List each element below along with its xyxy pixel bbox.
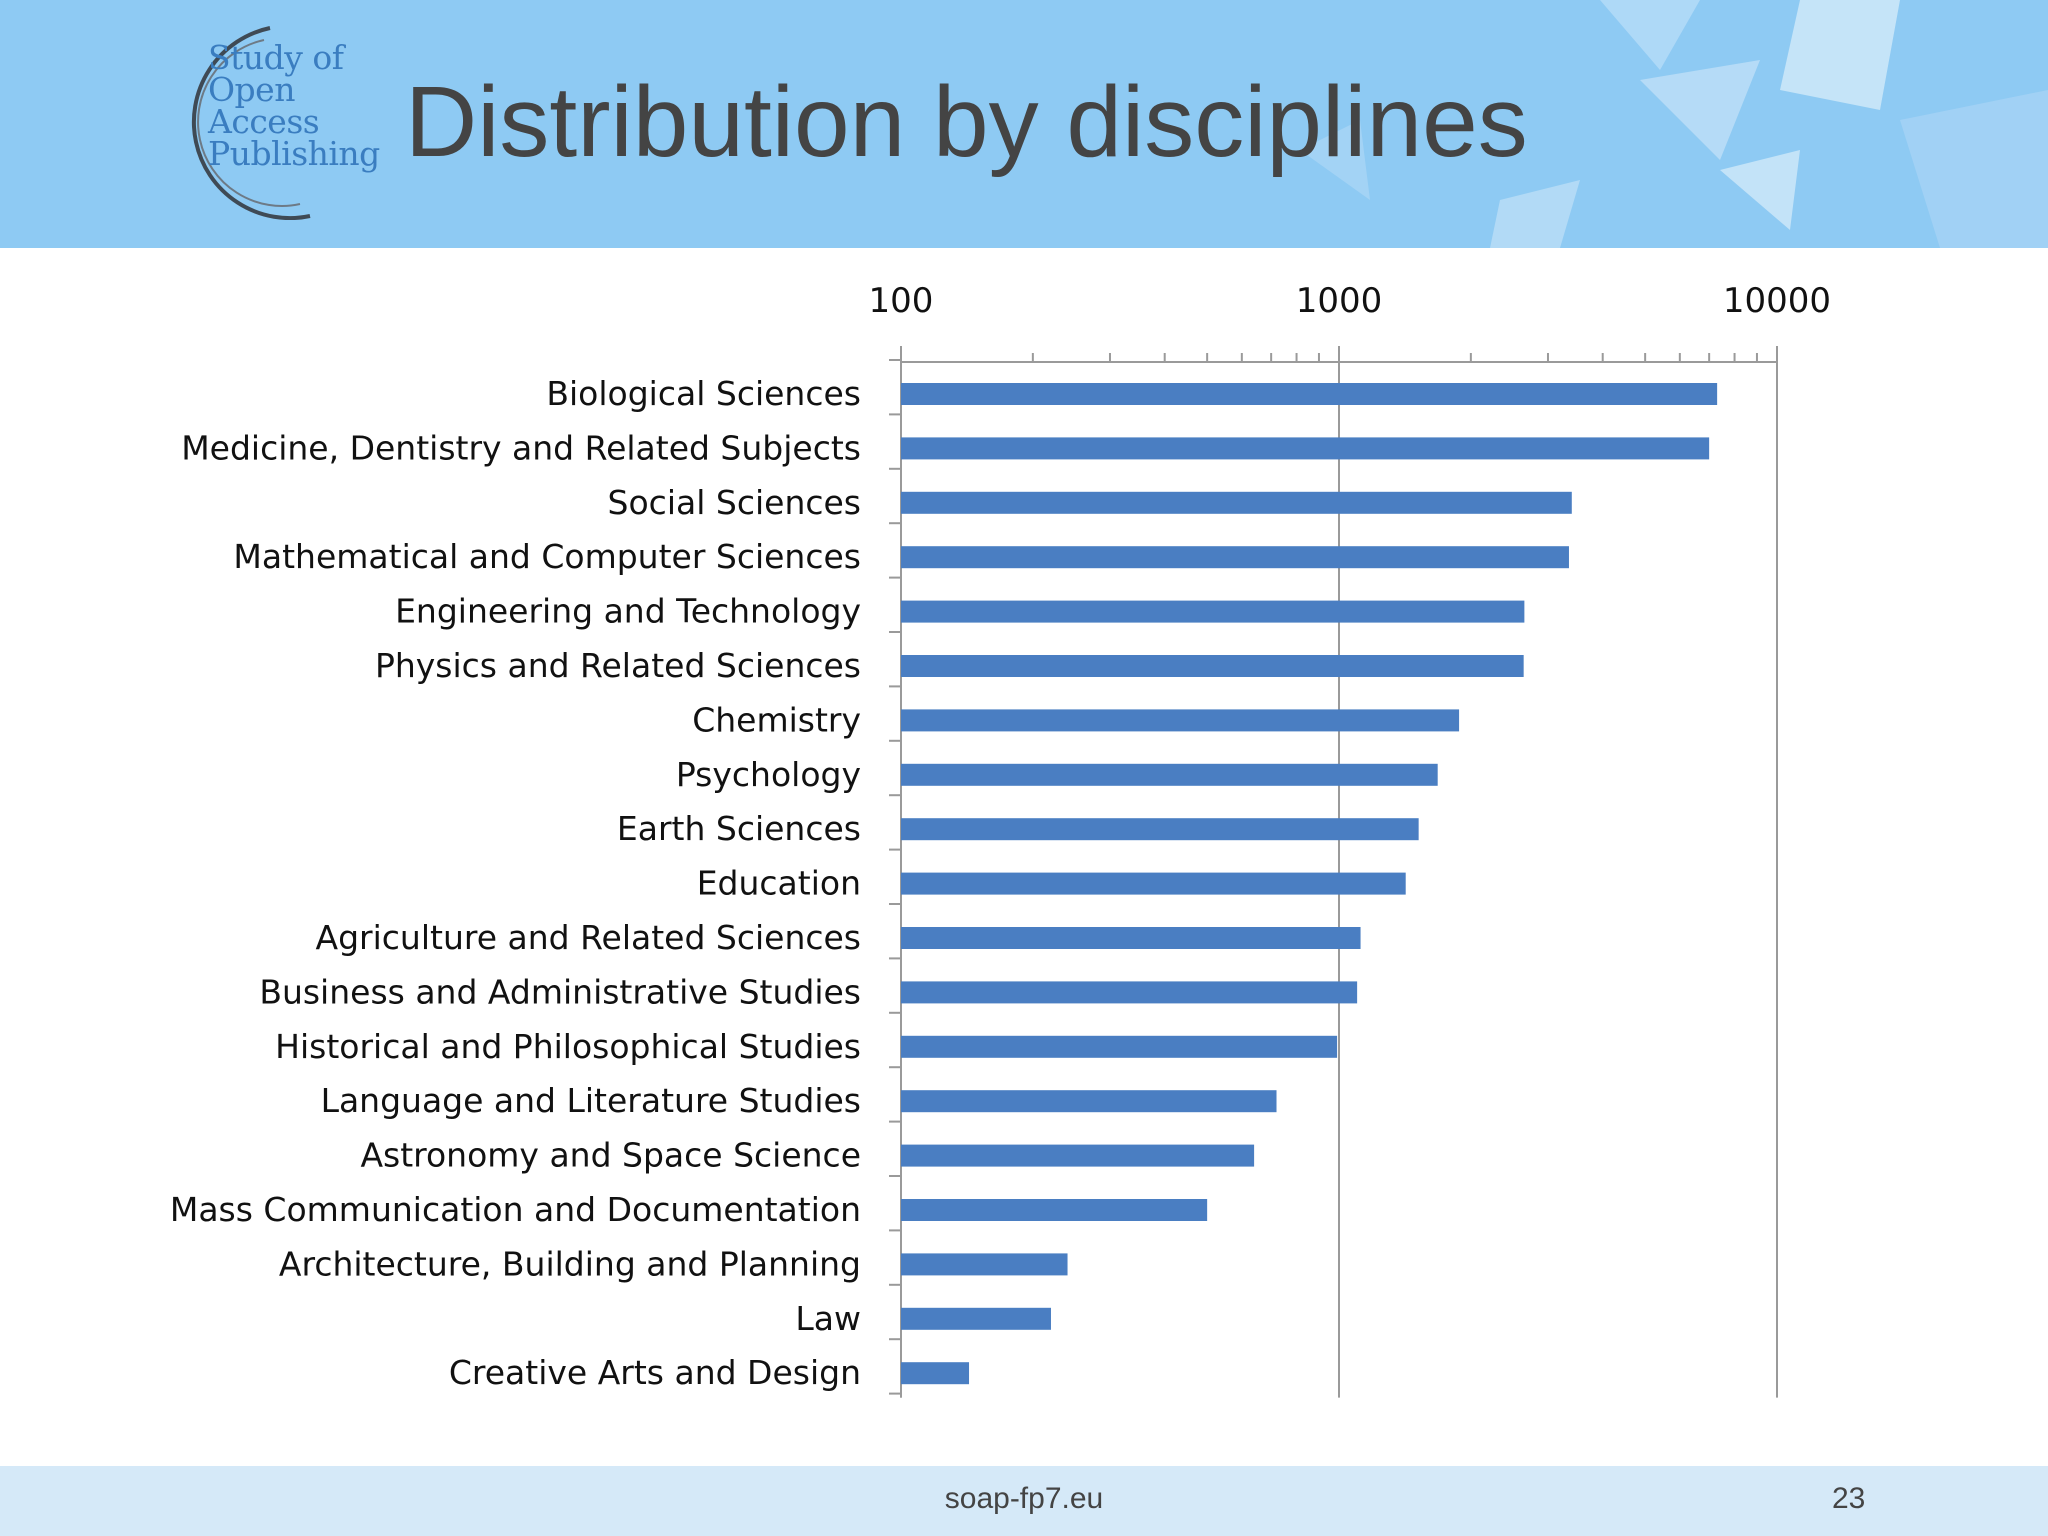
- logo-arc-icon: [191, 26, 311, 221]
- bar-18: [901, 1362, 970, 1385]
- bar-5: [901, 655, 1524, 677]
- bar-10: [901, 927, 1361, 949]
- bar-2: [901, 491, 1572, 514]
- category-label-5: Physics and Related Sciences: [375, 646, 861, 685]
- x-tick-label-2: 10000: [1723, 281, 1831, 321]
- footer-site: soap-fp7.eu: [944, 1482, 1104, 1515]
- category-label-14: Astronomy and Space Science: [360, 1136, 861, 1175]
- logo-line-1: Study of: [208, 38, 344, 77]
- category-label-8: Earth Sciences: [617, 809, 861, 848]
- bar-4: [901, 600, 1525, 623]
- category-label-16: Architecture, Building and Planning: [279, 1244, 861, 1283]
- bar-12: [901, 1035, 1338, 1058]
- bar-chart: 100 1000 10000 Biological Sciences Medicine,…: [170, 281, 1831, 1398]
- category-label-9: Education: [697, 864, 861, 903]
- bar-6: [901, 709, 1460, 732]
- category-label-11: Business and Administrative Studies: [259, 972, 861, 1011]
- logo: Study of Open Access Publishing: [160, 20, 380, 221]
- bar-9: [901, 872, 1406, 895]
- category-label-17: Law: [795, 1299, 861, 1338]
- bar-15: [901, 1199, 1208, 1221]
- category-label-13: Language and Literature Studies: [321, 1081, 861, 1120]
- logo-line-3: Access: [208, 102, 320, 141]
- bar-16: [901, 1253, 1068, 1276]
- slide-footer: soap-fp7.eu 23: [0, 1466, 2048, 1536]
- category-label-1: Medicine, Dentistry and Related Subjects: [181, 428, 861, 467]
- category-label-7: Psychology: [676, 755, 861, 794]
- logo-line-4: Publishing: [208, 134, 380, 173]
- category-label-4: Engineering and Technology: [395, 592, 861, 631]
- bar-0: [901, 383, 1718, 405]
- category-label-12: Historical and Philosophical Studies: [275, 1027, 861, 1066]
- category-label-3: Mathematical and Computer Sciences: [233, 537, 861, 576]
- bar-3: [901, 546, 1569, 569]
- category-label-15: Mass Communication and Documentation: [170, 1190, 861, 1229]
- x-tick-label-1: 1000: [1296, 281, 1383, 321]
- header-decoration: [1300, 0, 2048, 248]
- logo-text: Study of Open Access Publishing: [208, 38, 380, 173]
- category-label-10: Agriculture and Related Sciences: [316, 918, 861, 957]
- bar-8: [901, 818, 1419, 841]
- category-label-18: Creative Arts and Design: [449, 1353, 861, 1392]
- bar-14: [901, 1144, 1255, 1167]
- bar-11: [901, 981, 1358, 1004]
- category-label-2: Social Sciences: [608, 483, 861, 522]
- x-tick-label-0: 100: [869, 281, 934, 321]
- slide-header: Study of Open Access Publishing Distribu…: [0, 0, 2048, 248]
- bar-1: [901, 437, 1710, 460]
- bar-17: [901, 1307, 1051, 1330]
- page-number: 23: [1832, 1482, 1866, 1515]
- category-label-0: Biological Sciences: [546, 374, 861, 413]
- logo-line-2: Open: [208, 70, 295, 109]
- category-label-6: Chemistry: [692, 700, 861, 739]
- bar-7: [901, 763, 1438, 786]
- page-title: Distribution by disciplines: [405, 66, 1528, 178]
- bar-13: [901, 1090, 1277, 1113]
